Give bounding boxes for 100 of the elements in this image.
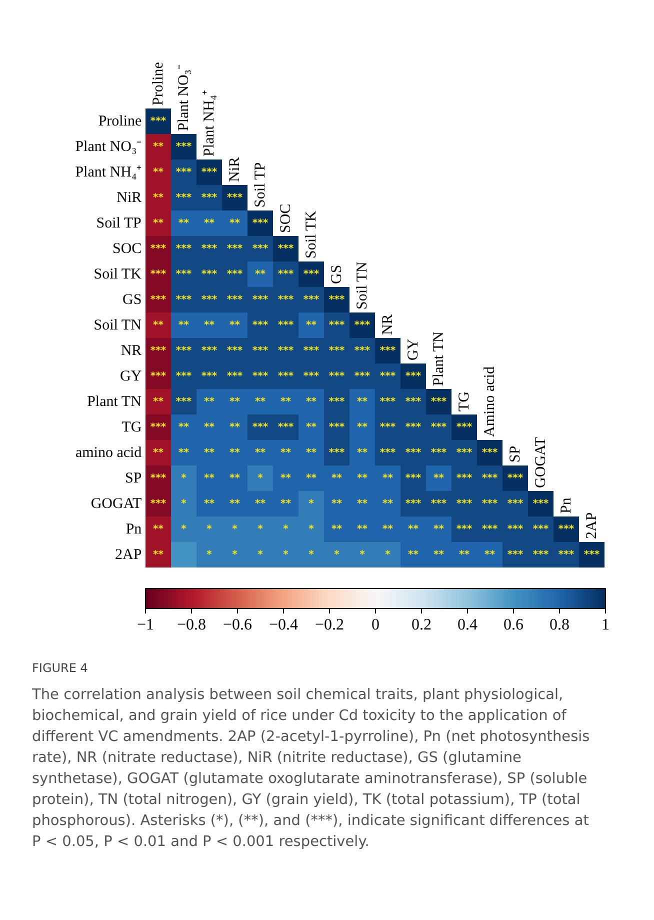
data-label: ** — [204, 422, 216, 433]
data-label: *** — [430, 498, 448, 510]
data-label: *** — [226, 268, 244, 280]
data-label: *** — [456, 447, 473, 458]
data-label: ** — [434, 549, 445, 560]
data-label: *** — [176, 396, 192, 408]
data-label: ** — [153, 218, 164, 229]
data-label: *** — [405, 370, 422, 382]
color-bar-label: 0.2 — [412, 616, 432, 634]
data-label: ** — [230, 498, 241, 510]
data-label: *** — [303, 345, 320, 356]
data-label: ** — [306, 447, 318, 458]
data-label: *** — [507, 549, 524, 560]
data-label: ** — [204, 472, 216, 484]
data-label: *** — [354, 345, 371, 356]
y-tick-label: GS — [122, 292, 142, 308]
data-label: *** — [405, 396, 422, 408]
data-label: *** — [176, 345, 192, 356]
data-label: *** — [558, 549, 575, 560]
data-label: *** — [507, 524, 524, 535]
data-label: *** — [482, 447, 498, 458]
data-label: ** — [178, 320, 190, 331]
data-label: *** — [405, 447, 422, 458]
color-bar-label: 1 — [602, 616, 610, 634]
data-label: *** — [482, 498, 498, 510]
data-label: ** — [153, 166, 164, 178]
data-label: ** — [408, 549, 420, 560]
data-label: *** — [176, 268, 192, 280]
data-label: *** — [558, 524, 575, 535]
color-bar-label: −1 — [136, 616, 154, 634]
data-label: ** — [153, 320, 164, 331]
data-label: ** — [357, 472, 368, 484]
data-label: * — [181, 498, 188, 510]
x-tick-label: Soil TN — [354, 262, 370, 310]
data-label: ** — [434, 524, 445, 535]
y-tick-label: Plant NO₃⁻ — [75, 138, 142, 155]
data-label: *** — [150, 370, 167, 382]
data-label: *** — [328, 370, 346, 382]
data-label: *** — [278, 294, 294, 306]
data-label: *** — [150, 345, 167, 356]
data-label: *** — [507, 498, 524, 510]
data-label: * — [258, 549, 264, 560]
y-tick-label: Pn — [126, 521, 142, 538]
data-label: * — [283, 524, 290, 535]
data-label: *** — [430, 447, 448, 458]
data-label: ** — [230, 447, 241, 458]
x-tick-label: Plant NH₄⁺ — [201, 90, 218, 156]
data-label: *** — [201, 268, 218, 280]
data-label: *** — [303, 294, 320, 306]
data-label: *** — [176, 141, 192, 152]
data-label: *** — [405, 422, 422, 433]
data-label: ** — [434, 472, 445, 484]
data-label: ** — [255, 498, 266, 510]
data-label: *** — [507, 472, 524, 484]
x-tick-label: Amino acid — [482, 366, 498, 437]
data-label: *** — [252, 294, 269, 306]
data-label: *** — [201, 166, 218, 178]
data-label: ** — [153, 141, 164, 152]
text: The correlation analysis between soil chemical traits, plant physiological, biochemical, and grain yield of rice under Cd toxicity to the application of different VC amendments. 2AP (2-acetyl-1-pyrroline), Pn (net photosynthesis rate), NR (nitrate reductase), NiR (nitrite reductase), GS (glutamine synthetase), GOGAT (glutamate oxoglutarate aminotransferase), SP (soluble protein), TN (total nitrogen), GY (grain yield), TK (total potassium), TP (total phosphorous). Asterisks (*), (**), and (***), indicate significant differences at P < 0.05, P < 0.01 and P < 0.001 respectively. — [32, 686, 591, 852]
y-tick-label: NiR — [116, 190, 142, 206]
data-label: * — [360, 549, 366, 560]
data-label: *** — [252, 422, 269, 433]
data-label: *** — [201, 294, 218, 306]
data-label: *** — [380, 422, 396, 433]
data-label: *** — [252, 320, 269, 331]
data-label: *** — [226, 192, 244, 204]
data-label: * — [258, 472, 264, 484]
color-bar-label: 0.8 — [550, 616, 570, 634]
color-bar-label: 0.6 — [504, 616, 524, 634]
data-label: *** — [354, 320, 371, 331]
data-label: * — [385, 549, 392, 560]
data-label: *** — [328, 294, 346, 306]
data-label: * — [206, 524, 213, 535]
data-label: *** — [176, 166, 192, 178]
data-label: *** — [328, 422, 346, 433]
data-label: *** — [150, 498, 167, 510]
data-label: * — [181, 524, 188, 535]
data-label: *** — [380, 396, 396, 408]
data-label: *** — [482, 472, 498, 484]
y-tick-label: amino acid — [75, 444, 142, 461]
data-label: *** — [226, 294, 244, 306]
data-label: ** — [230, 472, 241, 484]
data-label: *** — [328, 447, 346, 458]
data-label: ** — [306, 396, 318, 408]
data-label: ** — [357, 396, 368, 408]
data-label: *** — [430, 396, 448, 408]
data-label: *** — [482, 524, 498, 535]
data-label: ** — [408, 524, 420, 535]
data-label: ** — [280, 396, 292, 408]
data-label: *** — [456, 472, 473, 484]
data-label: ** — [459, 549, 470, 560]
data-label: ** — [357, 422, 368, 433]
data-label: ** — [204, 447, 216, 458]
data-label: *** — [278, 243, 294, 254]
data-label: *** — [328, 345, 346, 356]
data-label: *** — [226, 243, 244, 254]
data-label: ** — [230, 320, 241, 331]
data-label: ** — [357, 498, 368, 510]
data-label: *** — [226, 370, 244, 382]
data-label: * — [181, 472, 188, 484]
